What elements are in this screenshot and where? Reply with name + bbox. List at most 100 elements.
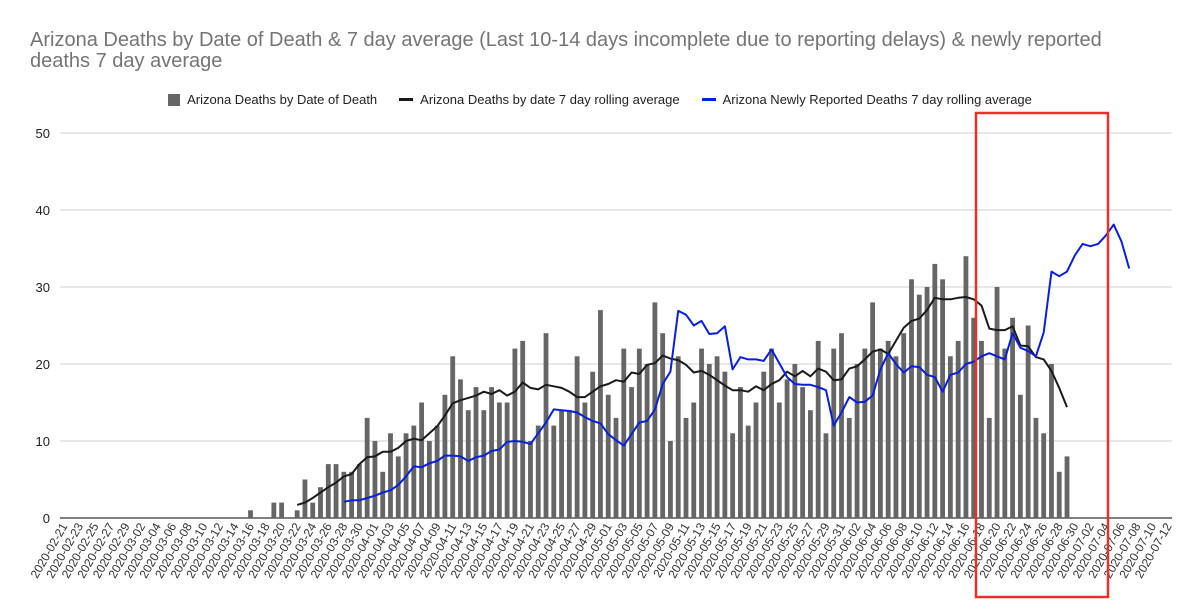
y-tick-label: 50: [36, 126, 50, 141]
bar: [1049, 364, 1054, 518]
bar: [839, 333, 844, 518]
bar: [364, 417, 370, 518]
bar: [543, 333, 549, 518]
bar: [535, 425, 541, 518]
bar: [325, 464, 331, 518]
legend-label-avg: Arizona Deaths by date 7 day rolling ave…: [420, 92, 680, 107]
bar: [636, 348, 642, 518]
bar: [333, 464, 339, 518]
bar: [426, 441, 432, 518]
bar: [986, 417, 992, 518]
bar: [551, 425, 557, 518]
bar: [885, 340, 891, 518]
bar: [745, 425, 751, 518]
bar: [271, 502, 277, 518]
highlight-box: [974, 111, 1110, 599]
bar: [411, 425, 417, 518]
bar: [279, 502, 285, 518]
bar: [738, 387, 743, 518]
bar: [753, 402, 759, 518]
bar: [924, 287, 930, 518]
bar: [528, 441, 533, 518]
bar: [947, 356, 953, 518]
bar: [807, 410, 813, 518]
bar: [1064, 456, 1070, 518]
legend-swatch-avg: [399, 98, 414, 101]
bar: [310, 502, 316, 518]
bar: [800, 387, 806, 518]
bar: [644, 364, 650, 518]
bar: [714, 356, 720, 518]
bar: [318, 487, 323, 518]
bar: [559, 410, 564, 518]
bar: [722, 371, 728, 518]
bar: [877, 348, 883, 518]
bar: [901, 333, 907, 518]
bar: [395, 456, 401, 518]
y-tick-label: 10: [36, 434, 50, 449]
bar: [831, 348, 837, 518]
bar: [955, 340, 961, 518]
bar: [566, 410, 572, 518]
bar: [481, 410, 487, 518]
bar: [699, 348, 704, 518]
bar: [916, 294, 922, 518]
bar: [613, 417, 619, 518]
bar: [1002, 348, 1008, 518]
bar: [909, 279, 914, 518]
legend-item-new: Arizona Newly Reported Deaths 7 day roll…: [701, 92, 1032, 107]
y-tick-label: 0: [43, 511, 50, 526]
bar: [668, 441, 673, 518]
chart-title: Arizona Deaths by Date of Death & 7 day …: [30, 29, 1102, 72]
y-tick-label: 40: [36, 203, 50, 218]
bar: [1025, 325, 1031, 518]
bar: [761, 371, 767, 518]
bar: [815, 340, 821, 518]
legend-label-new: Arizona Newly Reported Deaths 7 day roll…: [722, 92, 1032, 107]
bar: [388, 433, 393, 518]
bar: [1041, 433, 1047, 518]
bar: [971, 317, 977, 518]
legend-item-bars: Arizona Deaths by Date of Death: [168, 92, 377, 107]
bar: [963, 256, 969, 518]
bar: [380, 471, 386, 518]
bar: [520, 340, 526, 518]
bar: [372, 441, 378, 518]
bar: [504, 402, 510, 518]
bar: [675, 356, 681, 518]
bar: [1056, 471, 1062, 518]
legend-item-avg: Arizona Deaths by date 7 day rolling ave…: [399, 92, 680, 107]
bar: [465, 410, 471, 518]
bar: [598, 310, 603, 518]
bar: [434, 425, 440, 518]
bar: [893, 356, 899, 518]
bar: [932, 263, 938, 518]
bar: [706, 364, 712, 518]
legend-swatch-new: [701, 98, 716, 101]
bar: [458, 379, 463, 518]
bar: [341, 471, 347, 518]
bar: [248, 510, 253, 518]
bar: [582, 402, 588, 518]
bar: [419, 402, 425, 518]
bar: [496, 402, 502, 518]
legend: Arizona Deaths by Date of Death Arizona …: [0, 92, 1200, 107]
y-tick-label: 30: [36, 280, 50, 295]
bar: [450, 356, 456, 518]
bar: [940, 279, 946, 518]
series-line-newly-reported: [343, 223, 1131, 503]
bar: [489, 387, 494, 518]
bar: [660, 333, 666, 518]
series-line-7day-avg: [296, 296, 1068, 506]
bar: [473, 387, 479, 518]
bar: [870, 302, 876, 518]
bar: [294, 510, 300, 518]
legend-swatch-bars: [168, 93, 181, 106]
bar: [683, 417, 689, 518]
bar: [512, 348, 518, 518]
bar: [1033, 417, 1039, 518]
bar: [776, 402, 782, 518]
bar: [769, 348, 774, 518]
